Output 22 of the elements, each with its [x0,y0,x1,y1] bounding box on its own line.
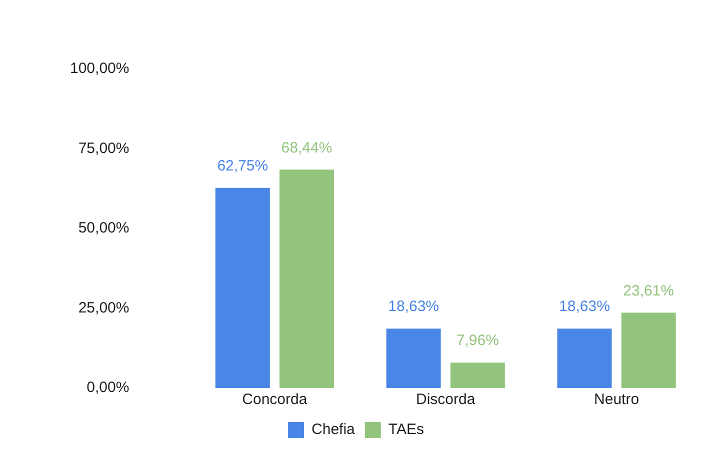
bar [450,362,505,388]
data-label: 68,44% [281,139,332,156]
bar [557,328,612,388]
legend-label: Chefia [312,421,356,438]
y-tick-label: 75,00% [78,140,130,157]
data-label: 23,61% [623,282,674,300]
bar [621,312,676,388]
data-label: 18,63% [559,298,610,316]
bar [215,188,270,388]
y-tick-label: 25,00% [78,299,130,316]
legend-label: TAEs [388,421,424,438]
data-label: 18,63% [388,298,439,316]
y-tick-label: 100,00% [70,60,130,78]
data-label: 7,96% [456,332,499,350]
x-tick-label: Neutro [594,391,640,408]
bar [386,328,441,388]
x-tick-label: Discorda [416,391,476,408]
y-tick-label: 0,00% [86,379,130,396]
x-tick-label: Concorda [242,391,308,408]
y-tick-label: 50,00% [78,220,130,237]
data-label: 62,75% [217,157,268,174]
bar [279,170,334,388]
